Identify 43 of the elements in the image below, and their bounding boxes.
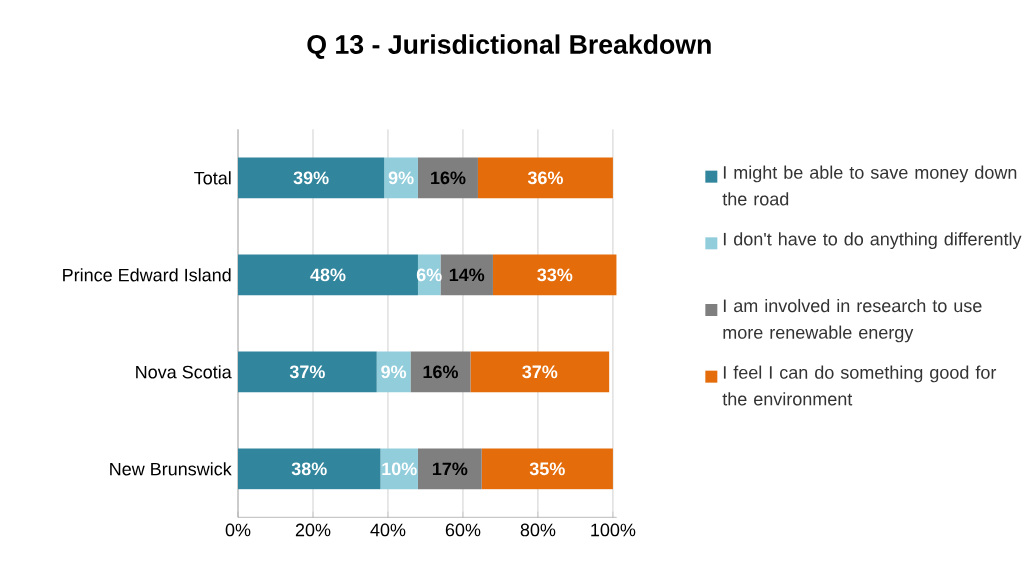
chart-title: Q 13 - Jurisdictional Breakdown bbox=[307, 34, 711, 59]
bar bbox=[470, 351, 610, 393]
bar bbox=[417, 448, 482, 490]
data-label: 37% bbox=[522, 365, 558, 379]
y-tick-label: Nova Scotia bbox=[136, 365, 232, 379]
data-label: 36% bbox=[527, 171, 563, 185]
data-label: 48% bbox=[310, 268, 346, 282]
bar bbox=[238, 448, 381, 490]
y-tick-label: Total bbox=[194, 171, 231, 185]
data-label: 14% bbox=[449, 268, 485, 282]
x-tick-label: 40% bbox=[370, 523, 406, 537]
bar bbox=[481, 448, 613, 490]
legend-label: I feel I can do something good for the environment bbox=[722, 365, 997, 406]
data-label: 16% bbox=[423, 365, 458, 379]
data-label: 37% bbox=[289, 365, 325, 379]
data-label: 16% bbox=[431, 171, 466, 185]
data-label: 38% bbox=[291, 462, 327, 476]
legend-label: I might be able to save money down the road bbox=[722, 165, 1017, 206]
data-label: 9% bbox=[388, 171, 414, 185]
bar bbox=[238, 254, 418, 296]
legend-label: I am involved in research to use more renewable energy bbox=[723, 298, 982, 343]
data-label: 9% bbox=[381, 365, 407, 379]
x-tick-label: 0% bbox=[225, 523, 251, 537]
x-tick-label: 100% bbox=[591, 523, 636, 537]
x-tick-label: 80% bbox=[520, 523, 556, 537]
data-label: 10% bbox=[382, 462, 417, 476]
data-label: 17% bbox=[432, 462, 468, 476]
x-tick-label: 60% bbox=[445, 523, 481, 537]
y-tick-label: Prince Edward Island bbox=[63, 268, 231, 282]
bar bbox=[238, 157, 385, 199]
bar bbox=[492, 254, 617, 296]
bar bbox=[410, 351, 471, 393]
legend-label: I don't have to do anything differently bbox=[723, 232, 1022, 250]
bar bbox=[417, 157, 478, 199]
data-label: 35% bbox=[529, 462, 565, 476]
data-label: 39% bbox=[293, 171, 329, 185]
y-tick-label: New Brunswick bbox=[110, 462, 232, 476]
bar bbox=[440, 254, 493, 296]
data-label: 33% bbox=[537, 268, 573, 282]
bar bbox=[238, 351, 377, 393]
bar bbox=[384, 157, 418, 199]
x-tick-label: 20% bbox=[295, 523, 331, 537]
bar bbox=[477, 157, 613, 199]
